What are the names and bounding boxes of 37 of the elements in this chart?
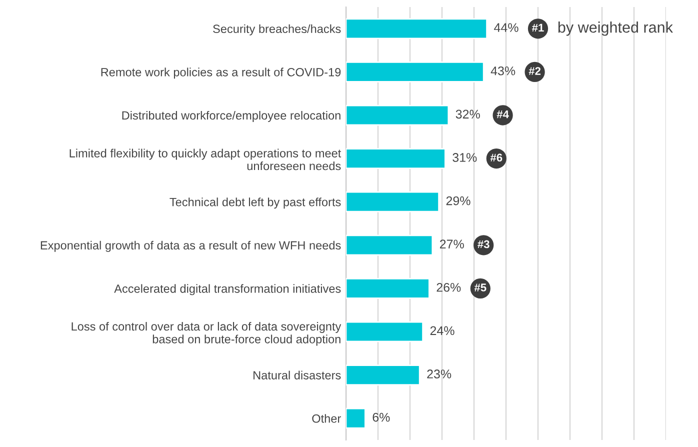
annotation: #2 bbox=[528, 67, 541, 75]
data-label: 27% bbox=[440, 240, 464, 248]
bar bbox=[346, 18, 488, 40]
y-tick-label: Distributed workforce/employee relocation bbox=[122, 110, 340, 122]
y-tick-label: Limited flexibility to quickly adapt operations to meet unforeseen needs bbox=[70, 148, 342, 170]
y-tick-label: Remote work policies as a result of COVID-19 bbox=[101, 68, 341, 79]
bar bbox=[346, 321, 424, 342]
bar bbox=[346, 191, 440, 212]
bar bbox=[346, 364, 420, 386]
bar bbox=[346, 278, 430, 299]
annotation: #1 bbox=[532, 24, 544, 32]
y-tick-label: Accelerated digital transformation initiatives bbox=[114, 284, 341, 296]
bar bbox=[346, 234, 434, 256]
data-label: 31% bbox=[452, 153, 477, 162]
data-label: 32% bbox=[456, 110, 480, 119]
annotation: #5 bbox=[474, 284, 486, 292]
annotation: by weighted rank bbox=[558, 22, 673, 36]
data-label: 6% bbox=[372, 412, 390, 422]
bar bbox=[346, 104, 450, 126]
y-tick-label: Other bbox=[312, 414, 341, 423]
data-label: 26% bbox=[436, 282, 461, 292]
y-tick-label: Loss of control over data or lack of data sovereignty based on brute-force cloud adoption bbox=[72, 322, 342, 346]
annotation: #4 bbox=[496, 110, 509, 118]
y-tick-label: Technical debt left by past efforts bbox=[170, 198, 341, 209]
data-label: 44% bbox=[494, 23, 518, 32]
y-tick-label: Natural disasters bbox=[254, 370, 341, 380]
data-label: 23% bbox=[427, 370, 452, 378]
data-label: 29% bbox=[446, 196, 470, 206]
y-tick-label: Security breaches/hacks bbox=[213, 24, 341, 36]
bar bbox=[346, 148, 446, 169]
y-tick-label: Exponential growth of data as a result of new WFH needs bbox=[40, 240, 341, 252]
bar bbox=[346, 408, 366, 429]
data-label: 24% bbox=[430, 326, 454, 336]
data-label: 43% bbox=[490, 66, 516, 76]
annotation: #6 bbox=[490, 154, 502, 162]
bar bbox=[346, 62, 484, 82]
annotation: #3 bbox=[478, 240, 490, 248]
